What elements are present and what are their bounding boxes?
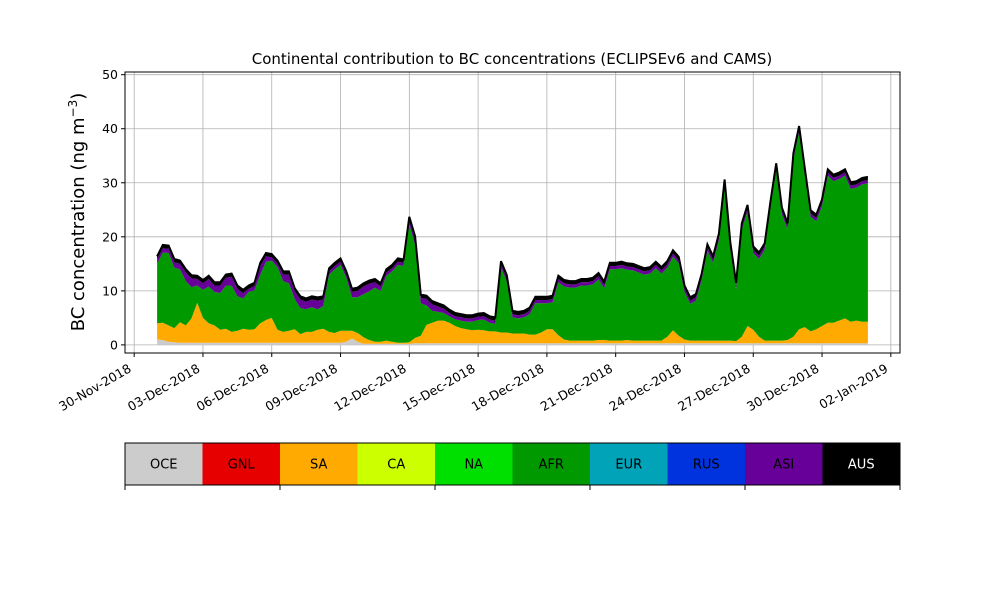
legend-label-asi: ASI — [773, 458, 794, 473]
stacked-areas — [157, 126, 868, 345]
chart-title: Continental contribution to BC concentra… — [252, 50, 773, 68]
legend-label-eur: EUR — [615, 458, 642, 473]
legend-swatch-rus — [667, 443, 746, 485]
legend-swatch-aus — [822, 443, 901, 485]
legend-label-gnl: GNL — [228, 458, 256, 473]
legend-swatch-ca — [357, 443, 436, 485]
legend-label-aus: AUS — [848, 458, 875, 473]
legend-swatch-sa — [280, 443, 358, 485]
y-tick-label: 50 — [102, 67, 118, 82]
y-axis: 0 10 20 30 40 50 — [102, 67, 125, 352]
y-axis-label-exponent: −3 — [66, 100, 80, 118]
legend-swatch-na — [435, 443, 513, 485]
y-axis-label-main: BC concentration (ng m — [68, 117, 89, 331]
y-tick-label: 20 — [102, 229, 118, 244]
area-afr — [157, 132, 868, 343]
legend-frame — [124, 442, 901, 486]
legend-label-ca: CA — [387, 458, 405, 473]
y-tick-label: 30 — [102, 175, 118, 190]
legend-swatch-oce — [125, 443, 203, 485]
legend-label-oce: OCE — [150, 458, 178, 473]
legend-label-rus: RUS — [693, 458, 720, 473]
y-tick-label: 10 — [102, 283, 118, 298]
y-axis-label: BC concentration (ng m−3) — [66, 93, 89, 332]
area-oce — [157, 338, 868, 345]
legend-label-na: NA — [464, 458, 483, 473]
y-tick-label: 0 — [110, 337, 118, 352]
area-sa — [157, 302, 868, 344]
legend-swatch-eur — [590, 443, 668, 485]
legend-swatch-asi — [745, 443, 823, 485]
legend-swatch-gnl — [202, 443, 281, 485]
total-outline — [156, 125, 869, 319]
legend-label-sa: SA — [310, 458, 327, 473]
legend-label-afr: AFR — [539, 458, 564, 473]
total-line — [156, 125, 869, 319]
y-tick-label: 40 — [102, 121, 118, 136]
legend-swatch-afr — [512, 443, 591, 485]
y-axis-label-close: ) — [68, 93, 89, 100]
plot-frame — [124, 71, 901, 354]
colorbar-legend: OCE GNL SA CA NA AFR EUR RUS ASI AUS — [124, 442, 901, 490]
